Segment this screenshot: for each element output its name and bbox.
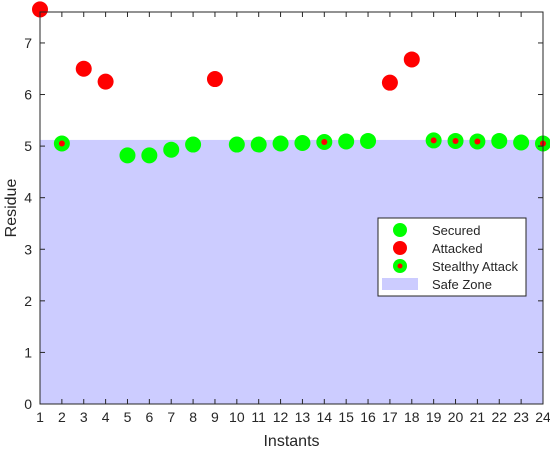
legend-attacked-icon (393, 241, 407, 255)
x-tick-label: 13 (295, 409, 311, 425)
legend-label: Stealthy Attack (432, 259, 518, 274)
legend-stealthy-attack-icon-center (397, 263, 403, 269)
stealthy-attack-point-center (474, 138, 481, 145)
stealthy-attack-point-center (58, 140, 65, 147)
x-tick-label: 8 (189, 409, 197, 425)
x-tick-label: 23 (513, 409, 529, 425)
secured-point (250, 136, 267, 153)
secured-point (360, 132, 377, 149)
attacked-point (32, 1, 48, 18)
x-tick-label: 16 (360, 409, 376, 425)
x-tick-label: 5 (124, 409, 132, 425)
secured-point (513, 134, 530, 151)
stealthy-attack-point-center (452, 137, 459, 144)
x-tick-label: 24 (535, 409, 550, 425)
legend-label: Safe Zone (432, 277, 492, 292)
stealthy-attack-point-center (321, 138, 328, 145)
legend-label: Secured (432, 223, 480, 238)
x-tick-label: 15 (338, 409, 354, 425)
x-tick-label: 17 (382, 409, 398, 425)
y-tick-label: 2 (24, 293, 32, 309)
x-tick-label: 18 (404, 409, 420, 425)
x-tick-label: 10 (229, 409, 245, 425)
legend-secured-icon (393, 223, 407, 237)
y-tick-label: 0 (24, 396, 32, 412)
x-tick-label: 3 (80, 409, 88, 425)
x-tick-label: 19 (426, 409, 442, 425)
secured-point (272, 135, 289, 152)
y-tick-label: 7 (24, 35, 32, 51)
x-axis-label: Instants (263, 433, 319, 450)
secured-point (185, 136, 202, 153)
data-marks (32, 1, 550, 164)
x-tick-label: 12 (273, 409, 289, 425)
secured-point (141, 147, 158, 164)
legend-safe-zone-icon (382, 278, 418, 290)
secured-point (119, 147, 136, 164)
x-tick-label: 2 (58, 409, 66, 425)
attacked-point (75, 60, 92, 77)
attacked-point (206, 71, 223, 88)
x-tick-label: 7 (167, 409, 175, 425)
y-tick-label: 6 (24, 87, 32, 103)
x-tick-label: 20 (448, 409, 464, 425)
legend: Secured Attacked Stealthy Attack Safe Zone (377, 217, 527, 297)
secured-point (294, 135, 311, 152)
secured-point (491, 132, 508, 149)
y-tick-label: 5 (24, 138, 32, 154)
x-tick-label: 1 (36, 409, 44, 425)
y-tick-label: 4 (24, 190, 32, 206)
plot-area (40, 12, 543, 405)
x-tick-label: 14 (317, 409, 333, 425)
attacked-point (381, 74, 398, 91)
x-tick-label: 4 (102, 409, 110, 425)
axes: 1 2 3 4 5 6 7 8 9 10 11 12 13 14 15 16 17 18 19 20 21 22 23 240… (24, 11, 550, 425)
secured-point (163, 141, 180, 158)
x-tick-label: 6 (145, 409, 153, 425)
x-tick-label: 21 (470, 409, 486, 425)
legend-label: Attacked (432, 241, 483, 256)
x-tick-label: 9 (211, 409, 219, 425)
y-tick-label: 3 (24, 241, 32, 257)
axes-box (39, 11, 544, 405)
y-tick-label: 1 (24, 344, 32, 360)
attacked-point (403, 51, 420, 68)
secured-point (338, 133, 355, 150)
y-axis-label: Residue (3, 179, 20, 238)
x-tick-label: 11 (251, 409, 266, 425)
stealthy-attack-point-center (430, 137, 437, 144)
x-tick-label: 22 (491, 409, 507, 425)
secured-point (228, 136, 245, 153)
attacked-point (97, 73, 114, 90)
